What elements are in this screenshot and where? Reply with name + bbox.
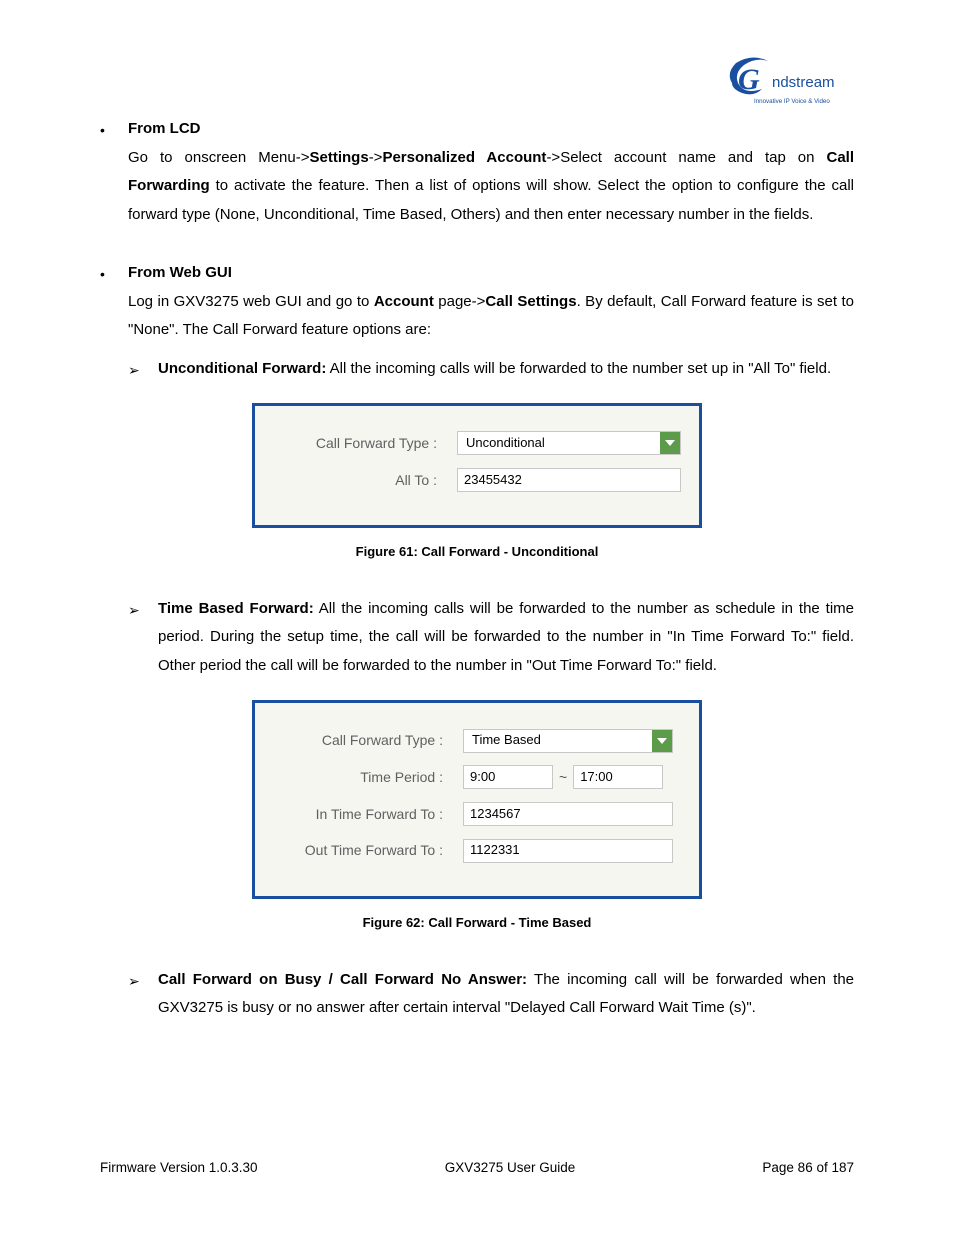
call-forward-type-select[interactable]: Unconditional	[457, 431, 681, 455]
footer-page: Page 86 of 187	[762, 1160, 854, 1175]
subsection-title: Time Based Forward:	[158, 600, 314, 617]
figure-timebased: Call Forward Type : Time Based Time Peri…	[252, 700, 702, 898]
subsection-unconditional: ➢ Unconditional Forward: All the incomin…	[128, 355, 854, 384]
figure-caption: Figure 61: Call Forward - Unconditional	[100, 540, 854, 565]
chevron-down-icon	[652, 730, 672, 752]
footer-title: GXV3275 User Guide	[445, 1160, 576, 1175]
brand-logo: G ndstream Innovative IP Voice & Video	[724, 55, 854, 110]
chevron-down-icon	[660, 432, 680, 454]
page-footer: Firmware Version 1.0.3.30 GXV3275 User G…	[100, 1160, 854, 1175]
section-from-lcd: • From LCD Go to onscreen Menu->Settings…	[100, 115, 854, 229]
field-label: Time Period :	[273, 764, 463, 791]
in-time-input[interactable]: 1234567	[463, 802, 673, 826]
subsection-title: Call Forward on Busy / Call Forward No A…	[158, 971, 527, 988]
arrow-icon: ➢	[128, 355, 158, 384]
svg-text:G: G	[738, 63, 760, 96]
out-time-input[interactable]: 1122331	[463, 839, 673, 863]
field-label: In Time Forward To :	[273, 801, 463, 828]
time-to-input[interactable]: 17:00	[573, 765, 663, 789]
subsection-busy-noanswer: ➢ Call Forward on Busy / Call Forward No…	[128, 966, 854, 1023]
figure-caption: Figure 62: Call Forward - Time Based	[100, 911, 854, 936]
section-title: From LCD	[128, 115, 854, 144]
section-text: Log in GXV3275 web GUI and go to Account…	[128, 288, 854, 345]
all-to-input[interactable]: 23455432	[457, 468, 681, 492]
section-from-webgui: • From Web GUI Log in GXV3275 web GUI an…	[100, 259, 854, 345]
subsection-text: All the incoming calls will be forwarded…	[326, 360, 831, 377]
section-text: Go to onscreen Menu->Settings->Personali…	[128, 144, 854, 230]
section-title: From Web GUI	[128, 259, 854, 288]
bullet-icon: •	[100, 115, 128, 229]
bullet-icon: •	[100, 259, 128, 345]
logo-text: ndstream	[772, 74, 835, 91]
subsection-timebased: ➢ Time Based Forward: All the incoming c…	[128, 595, 854, 681]
field-label: All To :	[273, 467, 457, 494]
arrow-icon: ➢	[128, 966, 158, 1023]
footer-firmware: Firmware Version 1.0.3.30	[100, 1160, 258, 1175]
field-label: Call Forward Type :	[273, 430, 457, 457]
figure-unconditional: Call Forward Type : Unconditional All To…	[252, 403, 702, 528]
tilde-separator: ~	[559, 764, 567, 791]
field-label: Call Forward Type :	[273, 727, 463, 754]
subsection-title: Unconditional Forward:	[158, 360, 326, 377]
time-from-input[interactable]: 9:00	[463, 765, 553, 789]
field-label: Out Time Forward To :	[273, 837, 463, 864]
logo-tagline: Innovative IP Voice & Video	[754, 98, 830, 105]
call-forward-type-select[interactable]: Time Based	[463, 729, 673, 753]
arrow-icon: ➢	[128, 595, 158, 681]
page-content: • From LCD Go to onscreen Menu->Settings…	[100, 115, 854, 1023]
